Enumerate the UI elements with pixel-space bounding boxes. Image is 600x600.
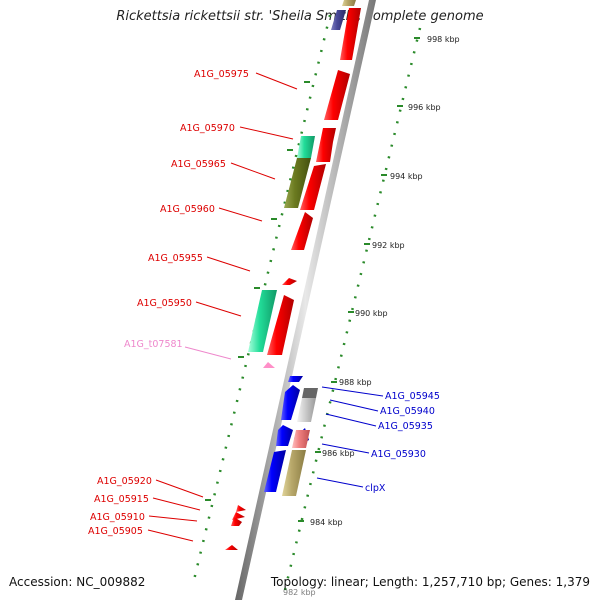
gene-05930	[264, 450, 286, 492]
feature-lightgrey	[297, 398, 316, 422]
label-A1G_05965: A1G_05965	[171, 159, 226, 170]
tick-982: 982 kbp	[283, 588, 316, 597]
gene-05960	[291, 212, 313, 250]
label-A1G_05955: A1G_05955	[148, 253, 203, 264]
label-A1G_05945: A1G_05945	[385, 391, 440, 402]
label-A1G_t07581: A1G_t07581	[124, 339, 183, 350]
label-leaders-right	[316, 386, 384, 488]
gene-05970	[316, 128, 336, 162]
genome-title: Rickettsia rickettsii str. 'Sheila Smith…	[116, 9, 484, 24]
tick-986: 986 kbp	[322, 449, 355, 458]
gene-05955	[282, 278, 297, 285]
label-A1G_05920: A1G_05920	[97, 476, 152, 487]
gene-05940	[281, 385, 300, 420]
feature-darkgrey	[302, 388, 318, 398]
gene-05905	[225, 545, 238, 550]
label-A1G_05915: A1G_05915	[94, 494, 149, 505]
label-A1G_05975: A1G_05975	[194, 69, 249, 80]
feature-top-slate	[331, 10, 346, 30]
label-leaders-left	[147, 72, 298, 542]
genome-summary: Topology: linear; Length: 1,257,710 bp; …	[270, 575, 590, 589]
gene-05950	[267, 295, 294, 355]
label-A1G_05960: A1G_05960	[160, 204, 215, 215]
ruler-left	[192, 14, 332, 581]
ruler-right: 998 kbp 996 kbp 994 kbp 992 kbp 990 kbp …	[283, 27, 460, 597]
feature-pink	[292, 430, 310, 448]
label-A1G_05940: A1G_05940	[380, 406, 435, 417]
gene-05975	[324, 70, 350, 120]
tick-992: 992 kbp	[372, 241, 405, 250]
tick-984: 984 kbp	[310, 518, 343, 527]
gene-05910	[231, 517, 242, 526]
accession-text: Accession: NC_009882	[9, 575, 146, 589]
feature-teal-1	[297, 136, 315, 158]
gene-05945	[288, 376, 303, 382]
tick-998: 998 kbp	[427, 35, 460, 44]
label-A1G_05910: A1G_05910	[90, 512, 145, 523]
gene-05935	[276, 425, 293, 446]
genome-backbone	[235, 0, 376, 600]
label-clpX: clpX	[365, 483, 386, 494]
gene-05965	[300, 164, 326, 210]
feature-olive-1	[284, 158, 311, 208]
feature-top-khaki	[342, 0, 356, 6]
feature-teal-2	[248, 290, 277, 352]
tick-994: 994 kbp	[390, 172, 423, 181]
tick-996: 996 kbp	[408, 103, 441, 112]
label-A1G_05970: A1G_05970	[180, 123, 235, 134]
feature-khaki	[282, 450, 306, 496]
trna-t07581	[263, 362, 275, 368]
label-A1G_05930: A1G_05930	[371, 449, 426, 460]
gene-05920	[236, 505, 246, 512]
tick-988: 988 kbp	[339, 378, 372, 387]
label-A1G_05935: A1G_05935	[378, 421, 433, 432]
label-A1G_05905: A1G_05905	[88, 526, 143, 537]
gene-top-red	[340, 8, 361, 60]
label-A1G_05950: A1G_05950	[137, 298, 192, 309]
tick-990: 990 kbp	[355, 309, 388, 318]
